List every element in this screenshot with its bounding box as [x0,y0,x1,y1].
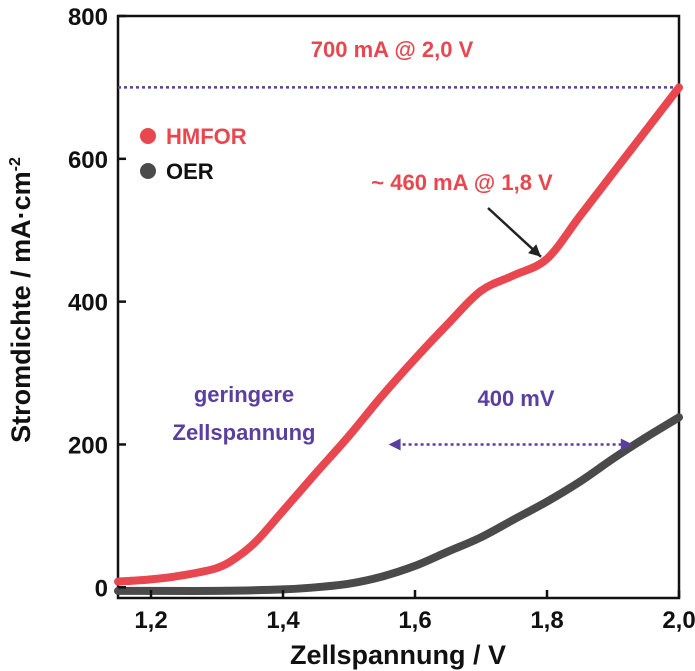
annotation-geringere: geringere [194,382,294,407]
x-tick-label: 2,0 [662,607,695,634]
legend-marker-oer [140,163,156,179]
series-line-hmfor [114,83,683,586]
annotation-400mv: 400 mV [477,386,554,411]
x-axis-ticks: 1,2 1,4 1,6 1,8 2,0 [134,590,695,634]
y-tick-label: 400 [68,290,108,317]
x-tick-label: 1,2 [134,607,167,634]
y-tick-label: 800 [68,4,108,31]
y-axis-label-sup: -2 [7,157,24,171]
x-tick-label: 1,6 [398,607,431,634]
x-tick-label: 1,8 [530,607,563,634]
y-tick-label: 0 [95,575,108,602]
callout-arrow [487,207,542,258]
annotation-460ma: ~ 460 mA @ 1,8 V [371,170,553,195]
annotation-700ma: 700 mA @ 2,0 V [311,37,474,62]
y-axis-label: Stromdichte / mA·cm-2 [6,157,36,443]
delta-arrowhead-right [620,438,633,451]
annotation-zellspannung: Zellspannung [173,420,316,445]
y-tick-label: 200 [68,432,108,459]
y-axis-label-main: Stromdichte / mA·cm [6,171,36,443]
legend-marker-hmfor [140,128,156,144]
callout-arrowhead [528,244,541,257]
x-tick-label: 1,4 [266,607,300,634]
legend-label-oer: OER [166,159,214,184]
series-line-oer [114,413,683,595]
delta-arrowhead-left [388,438,401,451]
plot-frame [116,14,681,600]
legend-label-hmfor: HMFOR [166,124,247,149]
y-axis-ticks: 0 200 400 600 800 [68,4,126,602]
legend: HMFOR OER [140,124,247,184]
y-tick-label: 600 [68,147,108,174]
x-axis-label: Zellspannung / V [290,640,506,670]
